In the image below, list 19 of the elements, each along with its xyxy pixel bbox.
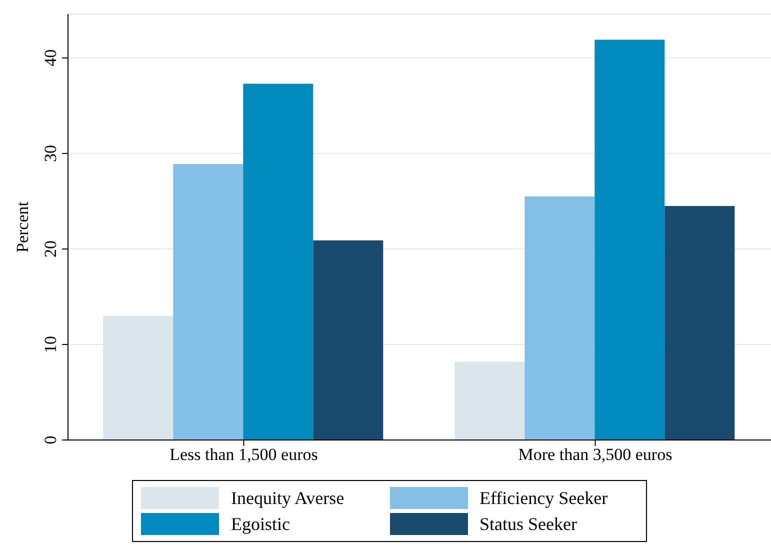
bar — [173, 164, 244, 440]
x-tick-label: Less than 1,500 euros — [170, 445, 318, 464]
x-tick-label: More than 3,500 euros — [518, 445, 672, 464]
bar — [243, 84, 314, 440]
bar — [524, 196, 595, 440]
bar — [594, 40, 665, 440]
legend-label: Status Seeker — [480, 514, 577, 534]
legend-label: Egoistic — [231, 514, 290, 534]
y-tick-label: 0 — [41, 436, 60, 444]
bar — [664, 206, 735, 440]
y-tick-label: 10 — [41, 336, 60, 353]
y-tick-label: 20 — [41, 240, 60, 258]
legend-label: Inequity Averse — [231, 488, 344, 508]
bar — [313, 240, 384, 440]
bar — [454, 362, 525, 440]
legend-label: Efficiency Seeker — [480, 488, 608, 508]
y-axis-title: Percent — [13, 201, 32, 252]
y-tick-label: 30 — [41, 144, 60, 162]
y-tick-label: 40 — [41, 49, 60, 66]
